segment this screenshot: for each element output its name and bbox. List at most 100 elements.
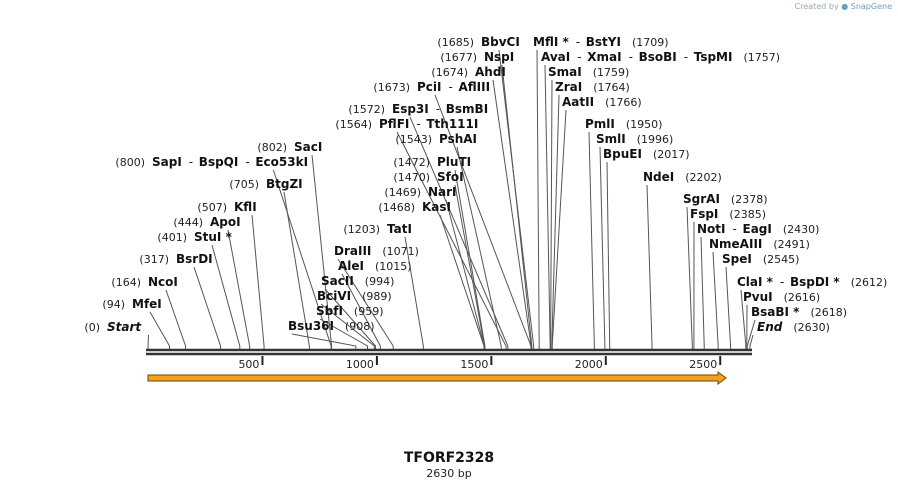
enzyme-label-avai[interactable]: AvaI - XmaI - BsoBI - TspMI (1757) bbox=[541, 50, 780, 64]
enzyme-label-kasi[interactable]: (1468) KasI bbox=[378, 200, 451, 214]
enzyme-label-bsu36i[interactable]: Bsu36I (908) bbox=[288, 319, 375, 333]
cut-site-leader bbox=[324, 288, 377, 350]
enzyme-name: End bbox=[757, 320, 783, 334]
enzyme-name: SapI bbox=[152, 155, 182, 169]
cut-position: (994) bbox=[365, 275, 395, 288]
cut-site-leader bbox=[454, 169, 486, 350]
enzyme-label-bbvci[interactable]: (1685) BbvCI bbox=[437, 35, 519, 49]
cut-site-leader bbox=[501, 64, 533, 350]
enzyme-label-ndei[interactable]: NdeI (2202) bbox=[643, 170, 722, 184]
cut-site-leader bbox=[588, 131, 595, 350]
enzyme-label-esp3i[interactable]: (1572) Esp3I - BsmBI bbox=[348, 102, 488, 116]
enzyme-label-saci[interactable]: (802) SacI bbox=[257, 140, 322, 154]
cut-site-leader bbox=[700, 236, 705, 350]
cut-position: (317) bbox=[139, 253, 169, 266]
enzyme-label-smai[interactable]: SmaI (1759) bbox=[548, 65, 629, 79]
name-separator: - bbox=[436, 102, 440, 116]
enzyme-label-pmli[interactable]: PmlI (1950) bbox=[585, 117, 662, 131]
name-separator: - bbox=[684, 50, 688, 64]
plasmid-length: 2630 bp bbox=[426, 467, 472, 480]
enzyme-label-sgrai[interactable]: SgrAI (2378) bbox=[683, 192, 767, 206]
enzyme-name: Bsu36I bbox=[288, 319, 334, 333]
enzyme-name: SbfI bbox=[316, 304, 343, 318]
enzyme-label-start[interactable]: (0) Start bbox=[84, 320, 142, 334]
enzyme-label-ncoi[interactable]: (164) NcoI bbox=[111, 275, 177, 289]
enzyme-label-draiii[interactable]: DraIII (1071) bbox=[334, 244, 419, 258]
enzyme-label-pluti[interactable]: (1472) PluTI bbox=[393, 155, 471, 169]
enzyme-label-bsrdi[interactable]: (317) BsrDI bbox=[139, 252, 212, 266]
cut-site-leader bbox=[337, 258, 394, 350]
enzyme-label-sapi[interactable]: (800) SapI - BspQI - Eco53kI bbox=[115, 155, 308, 169]
cut-position: (1764) bbox=[593, 81, 630, 94]
enzyme-label-pflfi[interactable]: (1564) PflFI - Tth111I bbox=[335, 117, 478, 131]
snapgene-logo-icon: ● bbox=[841, 2, 849, 11]
enzyme-label-bpuei[interactable]: BpuEI (2017) bbox=[603, 147, 690, 161]
enzyme-name: ApoI bbox=[210, 215, 241, 229]
orf-feature-arrow[interactable] bbox=[147, 371, 727, 385]
cut-position: (1468) bbox=[378, 201, 415, 214]
enzyme-name: BspQI bbox=[199, 155, 239, 169]
enzyme-label-aatii[interactable]: AatII (1766) bbox=[562, 95, 642, 109]
enzyme-label-kfli[interactable]: (507) KflI bbox=[197, 200, 256, 214]
enzyme-label-nmeaiii[interactable]: NmeAIII (2491) bbox=[709, 237, 810, 251]
cut-position: (1709) bbox=[632, 36, 669, 49]
cut-site-leader bbox=[165, 289, 187, 350]
enzyme-name: TatI bbox=[387, 222, 412, 236]
enzyme-label-sfoi[interactable]: (1470) SfoI bbox=[393, 170, 463, 184]
enzyme-label-nari[interactable]: (1469) NarI bbox=[384, 185, 456, 199]
enzyme-label-ahdi[interactable]: (1674) AhdI bbox=[431, 65, 505, 79]
enzyme-label-noti[interactable]: NotI - EagI (2430) bbox=[697, 222, 819, 236]
enzyme-label-end[interactable]: End (2630) bbox=[757, 320, 830, 334]
cut-site-leader bbox=[498, 49, 535, 350]
cut-position: (1470) bbox=[393, 171, 430, 184]
enzyme-name: BsrDI bbox=[176, 252, 213, 266]
feature-track bbox=[147, 371, 727, 385]
enzyme-label-pshai[interactable]: (1543) PshAI bbox=[395, 132, 477, 146]
cut-site-leader bbox=[646, 184, 653, 350]
enzyme-label-bcivi[interactable]: BciVI (989) bbox=[317, 289, 392, 303]
cut-position: (2385) bbox=[729, 208, 766, 221]
cut-site-leader bbox=[341, 273, 381, 350]
enzyme-label-stui[interactable]: (401) StuI * bbox=[157, 230, 232, 244]
cut-site-leader bbox=[725, 266, 732, 350]
cut-site-leader bbox=[445, 199, 485, 350]
enzyme-label-spei[interactable]: SpeI (2545) bbox=[722, 252, 799, 266]
enzyme-name: AhdI bbox=[475, 65, 506, 79]
plasmid-name: TFORF2328 bbox=[403, 450, 495, 466]
enzyme-name: SgrAI bbox=[683, 192, 720, 206]
enzyme-label-fspi[interactable]: FspI (2385) bbox=[690, 207, 766, 221]
enzyme-label-btgzi[interactable]: (705) BtgZI bbox=[229, 177, 302, 191]
enzyme-label-tati[interactable]: (1203) TatI bbox=[343, 222, 412, 236]
enzyme-label-nspi[interactable]: (1677) NspI bbox=[440, 50, 514, 64]
enzyme-label-sacii[interactable]: SacII (994) bbox=[321, 274, 394, 288]
cut-site-leader bbox=[227, 229, 251, 350]
enzyme-name: NarI bbox=[428, 185, 457, 199]
enzyme-name: PmlI bbox=[585, 117, 615, 131]
cut-position: (1674) bbox=[431, 66, 468, 79]
cut-position: (1015) bbox=[375, 260, 412, 273]
name-separator: - bbox=[449, 80, 453, 94]
enzyme-label-zrai[interactable]: ZraI (1764) bbox=[555, 80, 630, 94]
enzyme-name: AatII bbox=[562, 95, 594, 109]
enzyme-name: ZraI bbox=[555, 80, 582, 94]
cut-site-leader bbox=[746, 319, 756, 350]
enzyme-name: MflI * bbox=[533, 35, 569, 49]
name-separator: - bbox=[576, 35, 580, 49]
enzyme-name: TspMI bbox=[694, 50, 733, 64]
enzyme-label-bsabi[interactable]: BsaBI * (2618) bbox=[751, 305, 847, 319]
enzyme-label-sbfi[interactable]: SbfI (959) bbox=[316, 304, 384, 318]
cut-site-leader bbox=[149, 311, 171, 350]
cut-position: (1071) bbox=[382, 245, 419, 258]
cut-position: (2430) bbox=[783, 223, 820, 236]
enzyme-label-clai[interactable]: ClaI * - BspDI * (2612) bbox=[737, 275, 887, 289]
cut-site-leader bbox=[551, 109, 567, 350]
enzyme-label-mfei[interactable]: (94) MfeI bbox=[102, 297, 161, 311]
enzyme-label-mfli[interactable]: MflI * - BstYI (1709) bbox=[533, 35, 669, 49]
enzyme-label-pcii[interactable]: (1673) PciI - AflIII bbox=[373, 80, 490, 94]
enzyme-label-alei[interactable]: AleI (1015) bbox=[338, 259, 412, 273]
enzyme-label-apoi[interactable]: (444) ApoI bbox=[173, 215, 240, 229]
enzyme-label-smli[interactable]: SmlI (1996) bbox=[596, 132, 673, 146]
cut-position: (2612) bbox=[851, 276, 888, 289]
enzyme-label-pvui[interactable]: PvuI (2616) bbox=[743, 290, 820, 304]
cut-site-leader bbox=[551, 94, 560, 350]
